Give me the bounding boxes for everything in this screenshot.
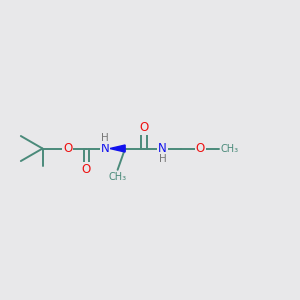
Text: H: H (159, 154, 167, 164)
Text: O: O (196, 142, 205, 155)
Text: CH₃: CH₃ (109, 172, 127, 182)
Text: N: N (158, 142, 167, 155)
Text: O: O (63, 142, 72, 155)
Text: N: N (101, 142, 110, 155)
Polygon shape (110, 145, 125, 152)
Text: CH₃: CH₃ (220, 143, 238, 154)
Text: O: O (82, 163, 91, 176)
Text: H: H (101, 133, 109, 143)
Text: O: O (139, 121, 148, 134)
